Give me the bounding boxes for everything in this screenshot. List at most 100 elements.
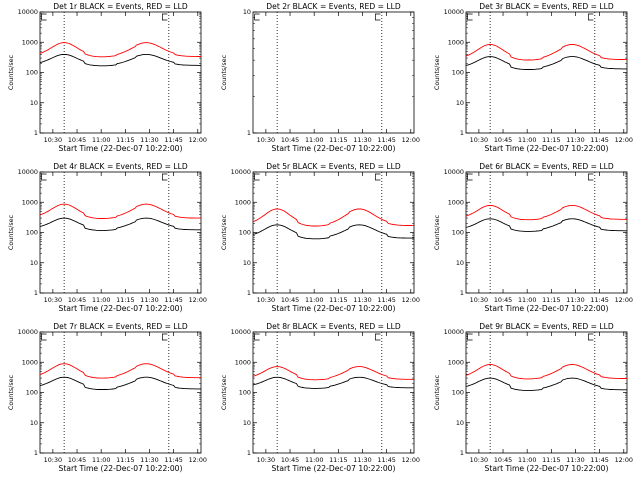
y-tick-label: 1000 — [235, 358, 251, 366]
panel-title: Det 7r BLACK = Events, RED = LLD — [53, 322, 188, 331]
x-tick-label: 11:30 — [140, 456, 158, 464]
x-tick-label: 11:15 — [542, 456, 560, 464]
series-line-events — [465, 218, 627, 232]
x-tick-label: 12:00 — [189, 136, 207, 144]
panel-det6: Det 6r BLACK = Events, RED = LLD 1 10 100 10… — [433, 162, 633, 313]
panel-title: Det 1r BLACK = Events, RED = LLD — [53, 2, 188, 11]
x-tick-label: 11:15 — [329, 456, 347, 464]
y-tick-label: 1 — [247, 449, 251, 457]
rect-icon — [254, 333, 260, 341]
series-line-lld — [39, 203, 201, 219]
series-line-lld — [39, 42, 201, 58]
rect-icon — [588, 173, 594, 181]
y-tick-label: 100 — [26, 389, 38, 397]
x-axis-label: Start Time (22-Dec-07 10:22:00) — [59, 464, 183, 473]
series-line-lld — [252, 208, 414, 227]
x-tick-label: 11:30 — [353, 296, 371, 304]
panel-title: Det 2r BLACK = Events, RED = LLD — [266, 2, 401, 11]
series-line-lld — [465, 44, 627, 61]
x-tick-label: 11:00 — [305, 296, 323, 304]
x-tick-label: 11:30 — [566, 136, 584, 144]
y-tick-label: 10000 — [231, 328, 251, 336]
x-tick-label: 11:45 — [164, 136, 182, 144]
y-tick-label: 1000 — [448, 198, 464, 206]
y-axis-label: Counts/sec — [220, 214, 228, 250]
series-line-events — [39, 217, 201, 231]
x-tick-label: 11:30 — [140, 136, 158, 144]
x-tick-label: 11:15 — [542, 296, 560, 304]
panel-title: Det 3r BLACK = Events, RED = LLD — [479, 2, 614, 11]
y-tick-label: 10000 — [18, 8, 38, 16]
x-tick-label: 11:00 — [518, 136, 536, 144]
series-line-lld — [252, 366, 414, 381]
x-axis-label: Start Time (22-Dec-07 10:22:00) — [59, 304, 183, 313]
x-axis-label: Start Time (22-Dec-07 10:22:00) — [272, 464, 396, 473]
y-tick-label: 1000 — [448, 38, 464, 46]
y-axis-label: Counts/sec — [433, 54, 441, 90]
y-tick-label: 1 — [34, 289, 38, 297]
x-tick-label: 11:15 — [329, 296, 347, 304]
x-tick-label: 10:45 — [494, 456, 512, 464]
x-tick-label: 11:30 — [353, 456, 371, 464]
y-tick-label: 10 — [456, 419, 464, 427]
x-tick-label: 10:30 — [257, 296, 275, 304]
x-tick-label: 10:45 — [68, 456, 86, 464]
y-tick-label: 100 — [239, 229, 251, 237]
x-tick-label: 10:30 — [257, 456, 275, 464]
x-tick-label: 12:00 — [615, 136, 633, 144]
panel-title: Det 6r BLACK = Events, RED = LLD — [479, 162, 614, 171]
x-tick-label: 10:45 — [68, 296, 86, 304]
y-tick-label: 100 — [452, 229, 464, 237]
x-tick-label: 10:30 — [44, 136, 62, 144]
y-tick-label: 10 — [243, 259, 251, 267]
y-tick-label: 10000 — [231, 168, 251, 176]
y-axis-label: Counts/sec — [7, 374, 15, 410]
x-tick-label: 11:45 — [590, 136, 608, 144]
y-axis-label: Counts/sec — [220, 374, 228, 410]
x-tick-label: 11:45 — [590, 296, 608, 304]
x-tick-label: 11:15 — [542, 136, 560, 144]
panel-title: Det 5r BLACK = Events, RED = LLD — [266, 162, 401, 171]
series-line-lld — [39, 363, 201, 379]
x-tick-label: 11:30 — [140, 296, 158, 304]
x-axis-label: Start Time (22-Dec-07 10:22:00) — [272, 304, 396, 313]
x-tick-label: 11:15 — [329, 136, 347, 144]
x-tick-label: 10:45 — [494, 136, 512, 144]
y-tick-label: 1000 — [22, 38, 38, 46]
x-axis-label: Start Time (22-Dec-07 10:22:00) — [272, 144, 396, 153]
x-axis-label: Start Time (22-Dec-07 10:22:00) — [485, 144, 609, 153]
series-line-events — [252, 224, 414, 240]
rect-icon — [41, 333, 47, 341]
x-tick-label: 12:00 — [189, 296, 207, 304]
panel-det2: Det 2r BLACK = Events, RED = LLD 1 10 10:30… — [220, 2, 420, 153]
x-tick-label: 10:30 — [470, 296, 488, 304]
series-line-events — [39, 376, 201, 390]
y-tick-label: 10 — [456, 259, 464, 267]
y-tick-label: 100 — [26, 229, 38, 237]
x-tick-label: 10:45 — [281, 456, 299, 464]
rect-icon — [467, 173, 473, 181]
y-axis-label: Counts/sec — [433, 214, 441, 250]
y-tick-label: 100 — [26, 69, 38, 77]
x-axis-label: Start Time (22-Dec-07 10:22:00) — [485, 304, 609, 313]
rect-icon — [375, 13, 381, 21]
x-tick-label: 11:30 — [353, 136, 371, 144]
x-tick-label: 10:45 — [68, 136, 86, 144]
x-tick-label: 11:30 — [566, 456, 584, 464]
rect-icon — [162, 13, 168, 21]
series-line-lld — [465, 364, 627, 380]
x-tick-label: 11:00 — [518, 456, 536, 464]
y-tick-label: 100 — [239, 389, 251, 397]
rect-icon — [254, 13, 260, 21]
x-tick-label: 11:00 — [305, 456, 323, 464]
rect-icon — [41, 13, 47, 21]
y-axis-label: Counts/sec — [433, 374, 441, 410]
panel-det5: Det 5r BLACK = Events, RED = LLD 1 10 100 10… — [220, 162, 420, 313]
x-tick-label: 12:00 — [615, 456, 633, 464]
x-tick-label: 10:30 — [470, 136, 488, 144]
x-tick-label: 12:00 — [615, 296, 633, 304]
series-line-events — [465, 377, 627, 391]
rect-icon — [162, 173, 168, 181]
x-tick-label: 12:00 — [402, 296, 420, 304]
